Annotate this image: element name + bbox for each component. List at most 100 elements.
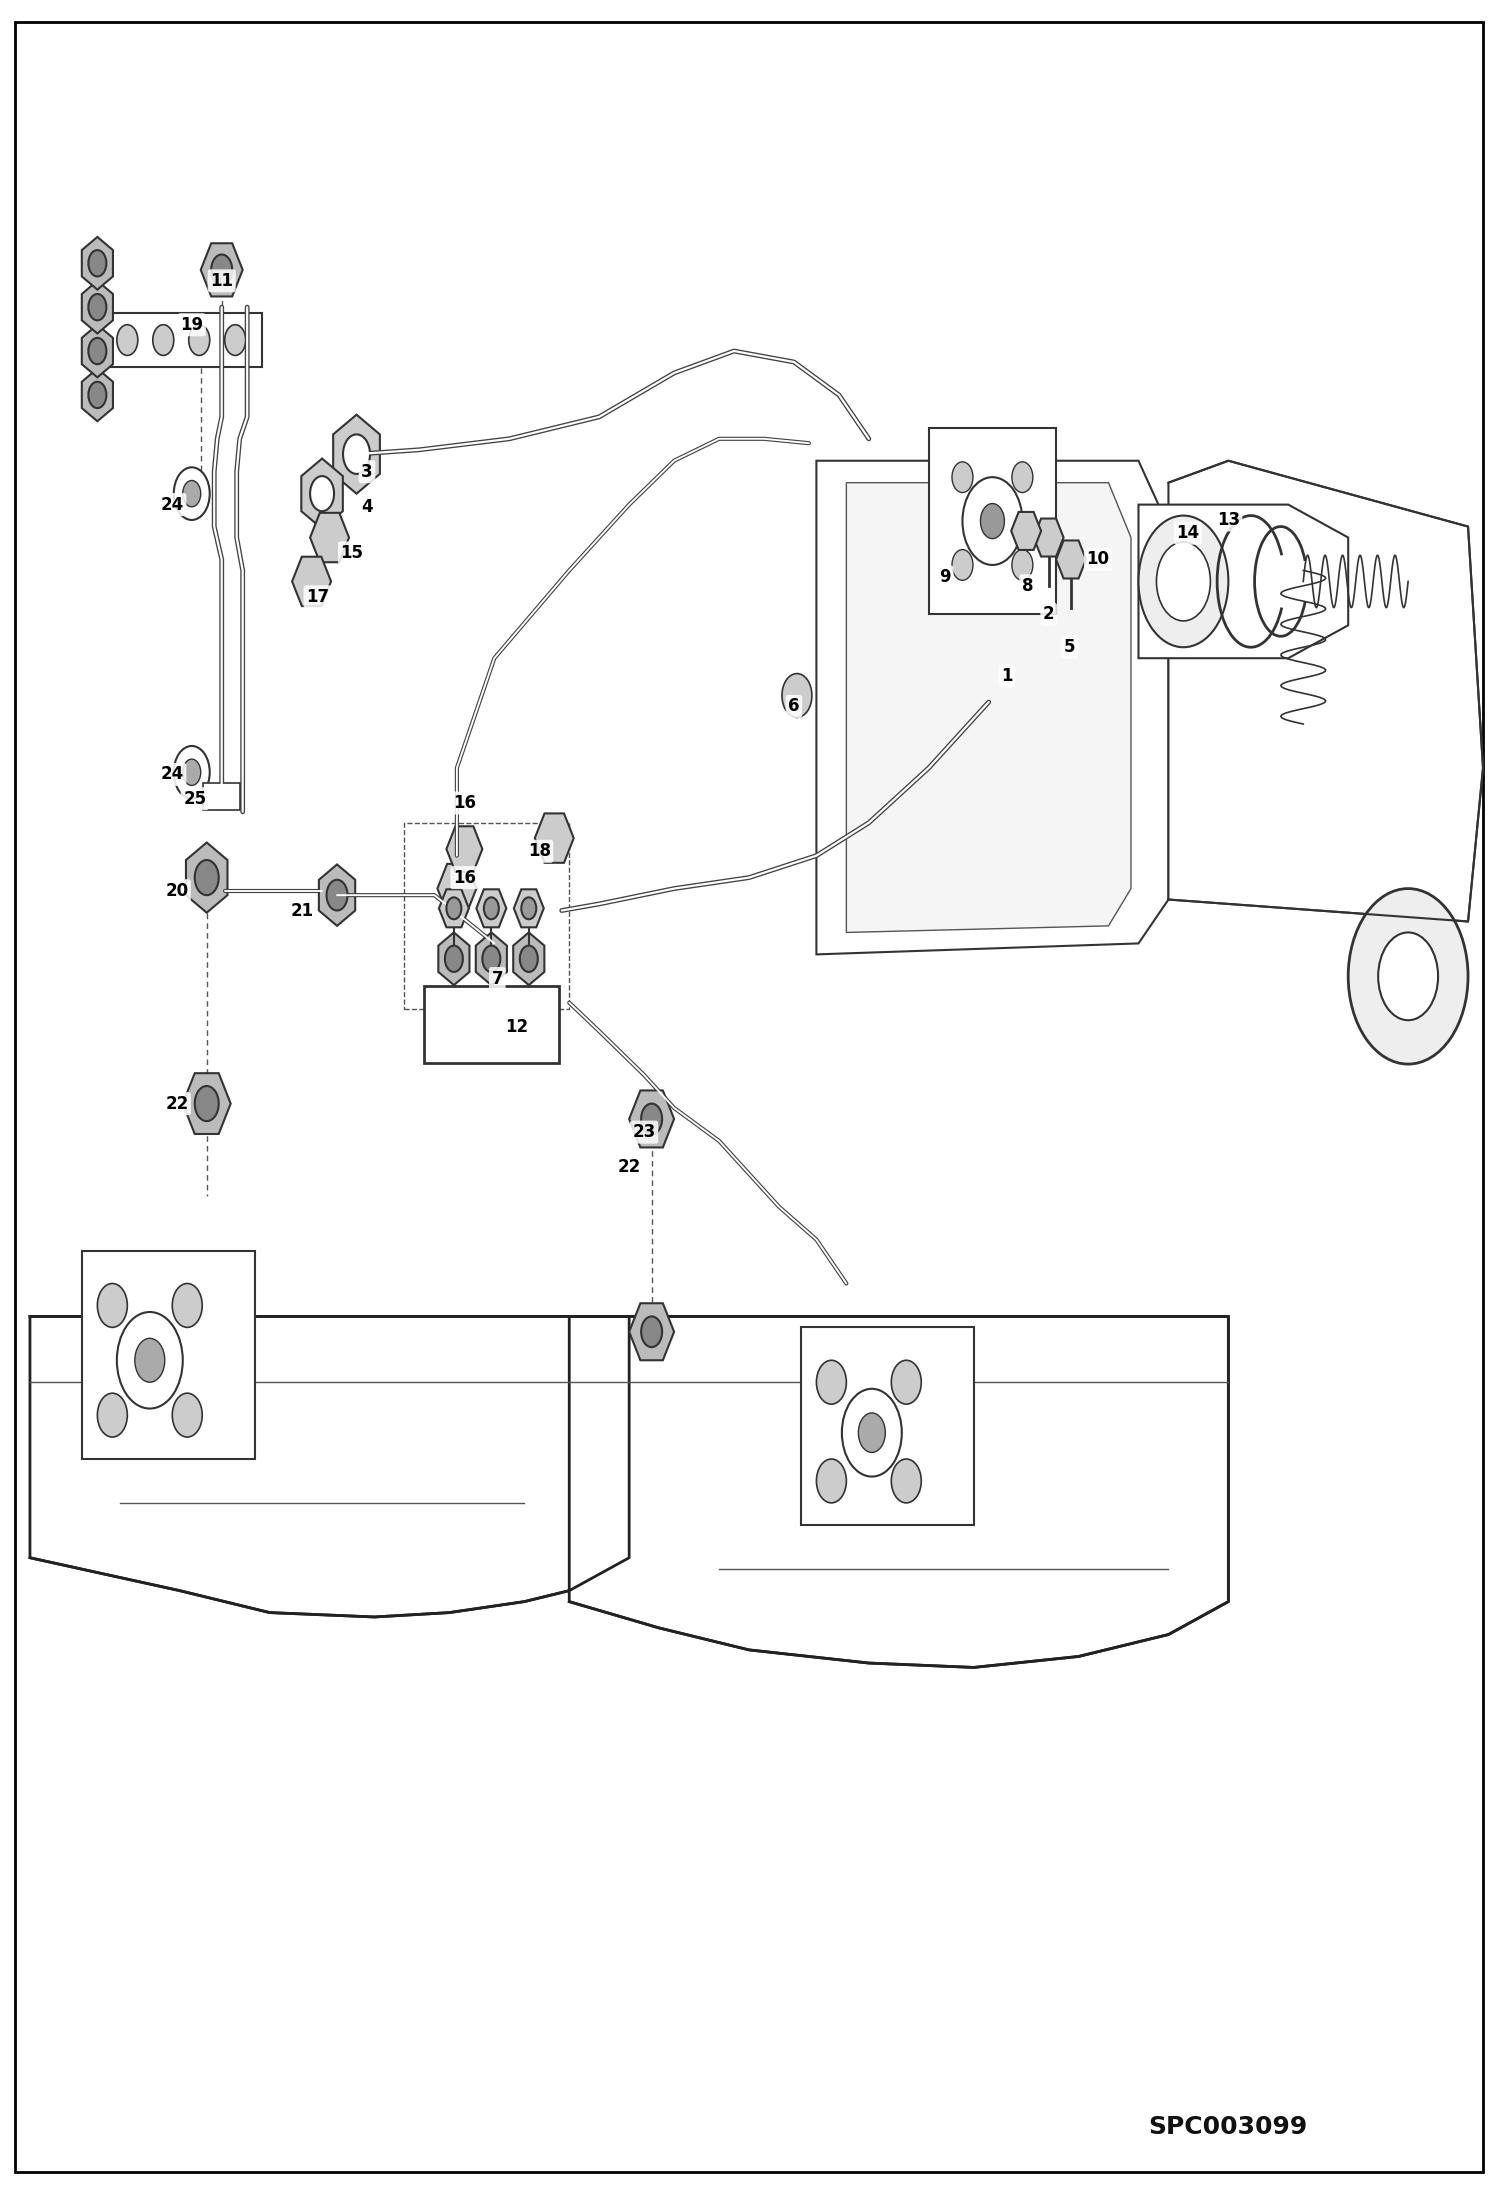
Bar: [801, 1327, 974, 1525]
Text: 3: 3: [361, 463, 373, 480]
Text: 2: 2: [1043, 606, 1055, 623]
Polygon shape: [514, 889, 544, 928]
Circle shape: [953, 551, 974, 581]
Polygon shape: [1011, 511, 1041, 551]
Text: 24: 24: [160, 496, 184, 513]
Circle shape: [782, 674, 812, 717]
Text: 6: 6: [788, 698, 800, 715]
Circle shape: [183, 759, 201, 785]
Text: 12: 12: [505, 1018, 529, 1036]
Circle shape: [484, 897, 499, 919]
Circle shape: [1156, 542, 1210, 621]
Text: 14: 14: [1176, 524, 1200, 542]
Polygon shape: [333, 415, 380, 494]
Polygon shape: [82, 325, 112, 377]
Circle shape: [172, 1393, 202, 1437]
Text: 24: 24: [160, 766, 184, 783]
Circle shape: [962, 478, 1022, 566]
Polygon shape: [514, 932, 544, 985]
Circle shape: [816, 1360, 846, 1404]
Text: 20: 20: [165, 882, 189, 900]
Polygon shape: [310, 513, 349, 562]
Polygon shape: [846, 483, 1131, 932]
Circle shape: [520, 946, 538, 972]
Circle shape: [172, 1283, 202, 1327]
Circle shape: [1013, 463, 1034, 494]
Circle shape: [891, 1459, 921, 1503]
Polygon shape: [82, 281, 112, 333]
Polygon shape: [201, 244, 243, 296]
Polygon shape: [439, 889, 469, 928]
Circle shape: [327, 880, 348, 911]
Circle shape: [445, 946, 463, 972]
Circle shape: [641, 1104, 662, 1134]
Text: 22: 22: [617, 1158, 641, 1176]
Circle shape: [891, 1360, 921, 1404]
Circle shape: [641, 1316, 662, 1347]
Polygon shape: [437, 864, 476, 913]
Polygon shape: [535, 814, 574, 862]
Text: 1: 1: [1001, 667, 1013, 685]
Text: 16: 16: [452, 869, 476, 886]
Polygon shape: [186, 842, 228, 913]
Polygon shape: [629, 1303, 674, 1360]
Text: 19: 19: [180, 316, 204, 333]
Circle shape: [117, 1312, 183, 1409]
Circle shape: [135, 1338, 165, 1382]
Circle shape: [980, 505, 1005, 538]
Polygon shape: [319, 864, 355, 926]
Circle shape: [858, 1413, 885, 1452]
Bar: [929, 428, 1056, 614]
Circle shape: [446, 897, 461, 919]
Circle shape: [211, 255, 232, 285]
Polygon shape: [569, 1316, 1228, 1667]
Circle shape: [195, 860, 219, 895]
Text: 11: 11: [210, 272, 234, 290]
Circle shape: [88, 294, 106, 320]
Circle shape: [189, 325, 210, 355]
Text: 23: 23: [632, 1123, 656, 1141]
Bar: [97, 312, 262, 366]
Circle shape: [225, 325, 246, 355]
Circle shape: [174, 467, 210, 520]
Circle shape: [153, 325, 174, 355]
Polygon shape: [439, 932, 469, 985]
Polygon shape: [476, 932, 506, 985]
Text: 17: 17: [306, 588, 330, 606]
Circle shape: [97, 1393, 127, 1437]
Text: 25: 25: [183, 790, 207, 807]
Circle shape: [1348, 889, 1468, 1064]
Polygon shape: [82, 369, 112, 421]
Circle shape: [842, 1389, 902, 1477]
Circle shape: [97, 1283, 127, 1327]
Polygon shape: [301, 459, 343, 529]
Bar: [202, 783, 240, 810]
Polygon shape: [1034, 518, 1064, 557]
Polygon shape: [629, 1090, 674, 1147]
Text: 5: 5: [1064, 638, 1076, 656]
Circle shape: [117, 325, 138, 355]
Circle shape: [482, 946, 500, 972]
Circle shape: [953, 463, 974, 494]
Bar: [404, 823, 569, 1009]
Circle shape: [521, 897, 536, 919]
Polygon shape: [292, 557, 331, 606]
Polygon shape: [1168, 461, 1483, 921]
Polygon shape: [82, 237, 112, 290]
Circle shape: [195, 1086, 219, 1121]
Text: 8: 8: [1022, 577, 1034, 595]
Circle shape: [88, 250, 106, 276]
Text: SPC003099: SPC003099: [1149, 2115, 1308, 2139]
Bar: [424, 987, 559, 1062]
Text: 7: 7: [491, 970, 503, 987]
Polygon shape: [1138, 505, 1348, 658]
Circle shape: [310, 476, 334, 511]
Text: 22: 22: [165, 1095, 189, 1112]
Circle shape: [1378, 932, 1438, 1020]
Polygon shape: [446, 827, 482, 871]
Polygon shape: [30, 1316, 629, 1617]
Polygon shape: [476, 889, 506, 928]
Polygon shape: [1056, 540, 1086, 579]
Circle shape: [174, 746, 210, 799]
Circle shape: [88, 382, 106, 408]
